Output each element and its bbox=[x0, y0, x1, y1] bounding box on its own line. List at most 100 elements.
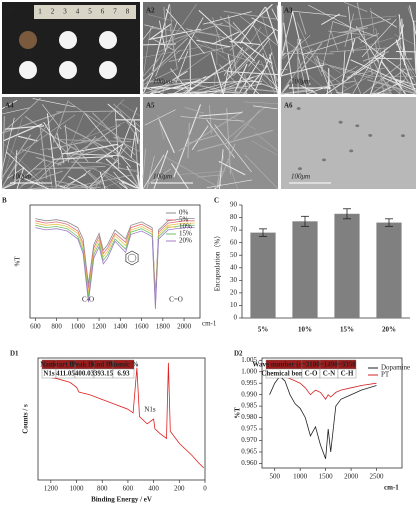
table-text: 400.03 bbox=[75, 369, 95, 377]
fiber bbox=[120, 102, 141, 117]
fiber bbox=[13, 114, 76, 158]
fiber bbox=[270, 66, 279, 81]
fiber bbox=[208, 104, 212, 134]
fiber bbox=[118, 182, 128, 190]
table-text: 393.15 bbox=[94, 369, 114, 377]
x-tick-label: 15% bbox=[340, 326, 354, 334]
fiber bbox=[105, 158, 141, 190]
fiber bbox=[170, 68, 192, 95]
fiber bbox=[251, 17, 279, 32]
fiber bbox=[100, 180, 121, 190]
fiber bbox=[118, 178, 141, 190]
y-tick-label: 0.990 bbox=[241, 390, 257, 398]
fiber bbox=[345, 18, 392, 33]
fiber bbox=[163, 6, 168, 50]
x-tick-label: 5% bbox=[258, 326, 269, 334]
fiber bbox=[173, 104, 202, 178]
fiber bbox=[321, 13, 341, 26]
fiber bbox=[329, 66, 374, 79]
fiber bbox=[66, 121, 125, 146]
scale-label: 100μm bbox=[153, 78, 172, 86]
fiber bbox=[212, 17, 224, 53]
fiber bbox=[56, 143, 115, 165]
pore bbox=[338, 120, 343, 124]
fiber bbox=[142, 46, 203, 58]
fiber bbox=[70, 161, 102, 164]
y-tick-label: 20 bbox=[230, 288, 238, 296]
fiber bbox=[326, 76, 330, 95]
fiber bbox=[142, 49, 181, 82]
fiber bbox=[280, 41, 287, 62]
fiber bbox=[102, 170, 137, 190]
panel-label: A6 bbox=[284, 102, 293, 110]
fiber bbox=[142, 37, 189, 83]
fiber bbox=[234, 63, 248, 92]
sample-disc bbox=[99, 61, 117, 79]
fiber bbox=[244, 154, 279, 190]
fiber bbox=[285, 40, 347, 89]
y-tick-label: 50 bbox=[230, 251, 238, 259]
y-tick-label: 0 bbox=[234, 314, 238, 322]
fiber bbox=[301, 36, 361, 55]
scale-label: 100μm bbox=[153, 173, 172, 181]
table-cell bbox=[112, 368, 135, 379]
legend-label: 10% bbox=[179, 223, 192, 231]
x-tick-label: 1200 bbox=[44, 485, 59, 493]
fiber bbox=[114, 109, 120, 169]
fiber bbox=[155, 22, 178, 77]
fiber bbox=[229, 40, 261, 45]
fiber bbox=[370, 11, 398, 28]
fiber bbox=[150, 28, 221, 35]
fiber bbox=[187, 122, 190, 159]
fiber bbox=[43, 121, 61, 151]
sample-label: 5% bbox=[103, 51, 114, 59]
x-axis-label: cm-1 bbox=[384, 484, 399, 492]
fiber bbox=[239, 6, 266, 44]
plot-frame bbox=[261, 357, 403, 469]
fiber bbox=[88, 171, 109, 190]
y-tick-label: 0.970 bbox=[241, 436, 257, 444]
table-text: ~3350 bbox=[338, 360, 356, 368]
fiber bbox=[329, 66, 358, 83]
fiber bbox=[147, 168, 171, 186]
fiber bbox=[260, 61, 276, 95]
fiber bbox=[54, 180, 97, 190]
fiber bbox=[227, 71, 279, 76]
series-line bbox=[35, 227, 195, 310]
fiber-texture bbox=[1, 97, 141, 190]
fiber bbox=[197, 174, 223, 178]
fiber bbox=[39, 126, 48, 179]
x-axis-label: Binding Energy / eV bbox=[91, 496, 152, 504]
fiber bbox=[130, 132, 136, 159]
ruler-number: 5 bbox=[88, 8, 92, 16]
fiber bbox=[276, 5, 279, 18]
sample-label: PT bbox=[24, 51, 33, 59]
table-text: N1s bbox=[43, 369, 55, 377]
fiber bbox=[287, 28, 362, 54]
annotation: C=O bbox=[169, 296, 183, 304]
fiber bbox=[280, 35, 311, 61]
fiber bbox=[1, 117, 15, 171]
fiber bbox=[394, 34, 417, 46]
fiber bbox=[232, 56, 253, 77]
fiber bbox=[364, 68, 417, 95]
sample-disc bbox=[59, 61, 77, 79]
fiber bbox=[223, 10, 279, 20]
sample-disc bbox=[19, 31, 37, 49]
bar bbox=[292, 221, 318, 318]
fiber bbox=[18, 163, 48, 190]
fiber bbox=[320, 62, 373, 77]
panel-label: A3 bbox=[284, 7, 293, 15]
fiber bbox=[176, 170, 226, 175]
fiber bbox=[169, 24, 178, 70]
y-tick-label: 0.960 bbox=[241, 459, 257, 467]
sample-label: 15% bbox=[61, 81, 75, 89]
x-tick-label: 1400 bbox=[113, 323, 128, 331]
fiber bbox=[280, 11, 294, 59]
fiber bbox=[371, 68, 406, 95]
table-text: End BE bbox=[92, 360, 116, 368]
error-bar bbox=[301, 215, 309, 227]
fiber bbox=[1, 117, 23, 182]
